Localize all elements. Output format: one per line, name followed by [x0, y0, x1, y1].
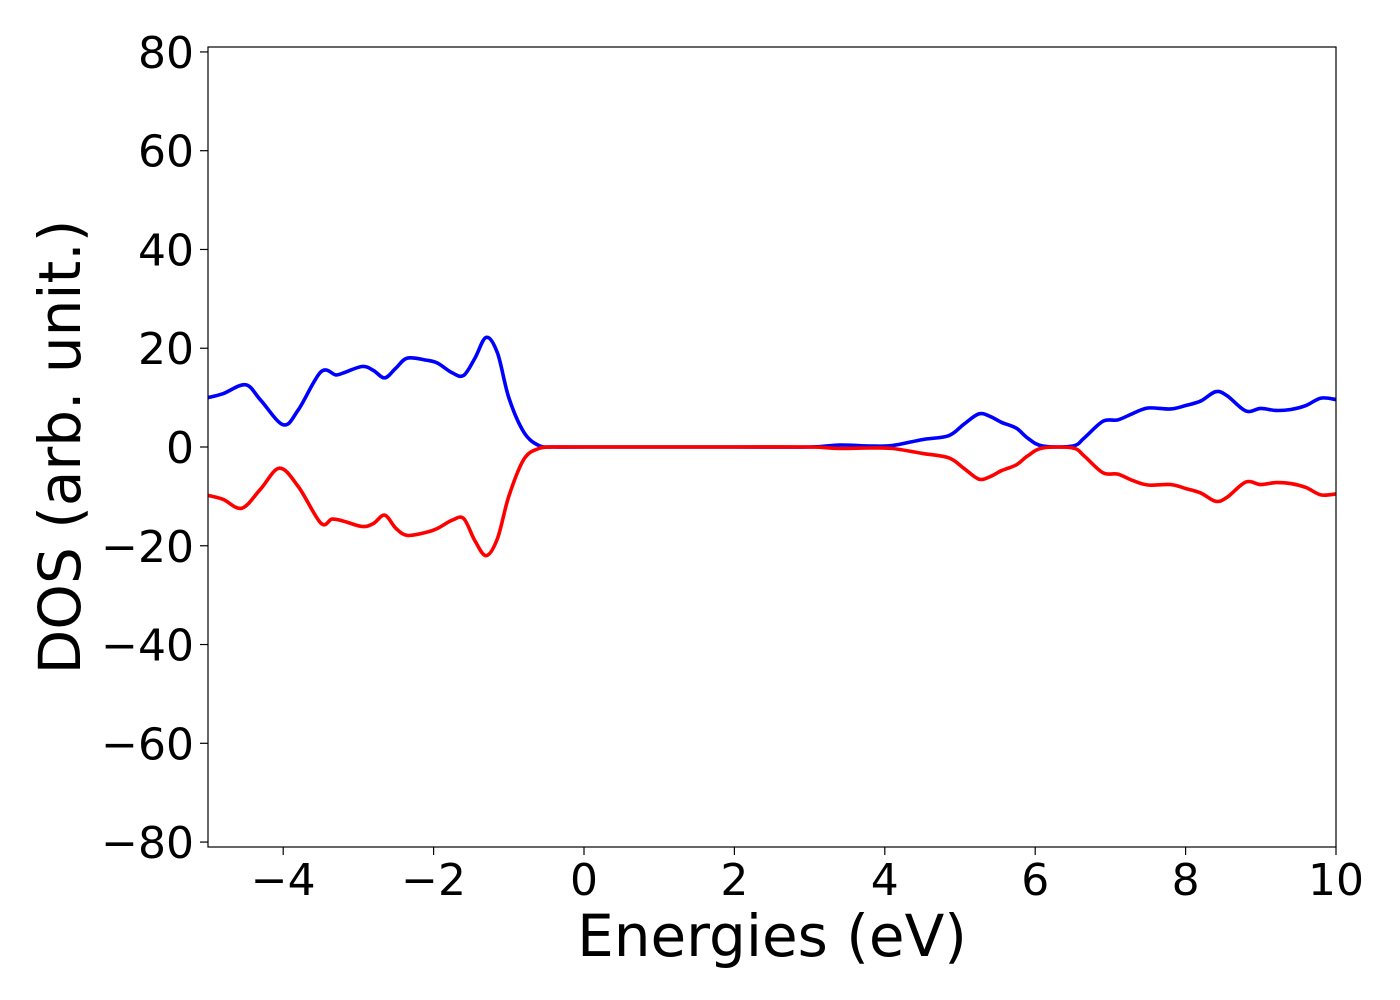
- y-tick-label: −80: [101, 818, 194, 869]
- y-tick-label: −20: [101, 522, 194, 573]
- x-ticks: −4 −2 0 2 4 6 8 10: [251, 847, 1364, 906]
- y-tick-label: 40: [138, 225, 194, 276]
- x-tick-label: 8: [1172, 855, 1200, 906]
- y-tick-label: 60: [138, 127, 194, 178]
- x-tick-label: 4: [871, 855, 899, 906]
- y-tick-label: −60: [101, 719, 194, 770]
- x-tick-label: 0: [570, 855, 598, 906]
- y-axis-label: DOS (arb. unit.): [26, 220, 94, 675]
- y-tick-label: 20: [138, 324, 194, 375]
- x-tick-label: −4: [251, 855, 316, 906]
- x-tick-label: 2: [720, 855, 748, 906]
- y-tick-label: 0: [166, 423, 194, 474]
- series-line-negative: [208, 445, 1336, 558]
- x-axis-label: Energies (eV): [577, 902, 967, 970]
- x-tick-label: 6: [1021, 855, 1049, 906]
- y-ticks: −80 −60 −40 −20 0 20 40 60 80: [101, 28, 208, 869]
- x-tick-label: −2: [401, 855, 466, 906]
- y-tick-label: 80: [138, 28, 194, 79]
- y-tick-label: −40: [101, 621, 194, 672]
- x-tick-label: 10: [1308, 855, 1364, 906]
- series-layer: [208, 335, 1336, 558]
- series-line-positive: [208, 335, 1336, 449]
